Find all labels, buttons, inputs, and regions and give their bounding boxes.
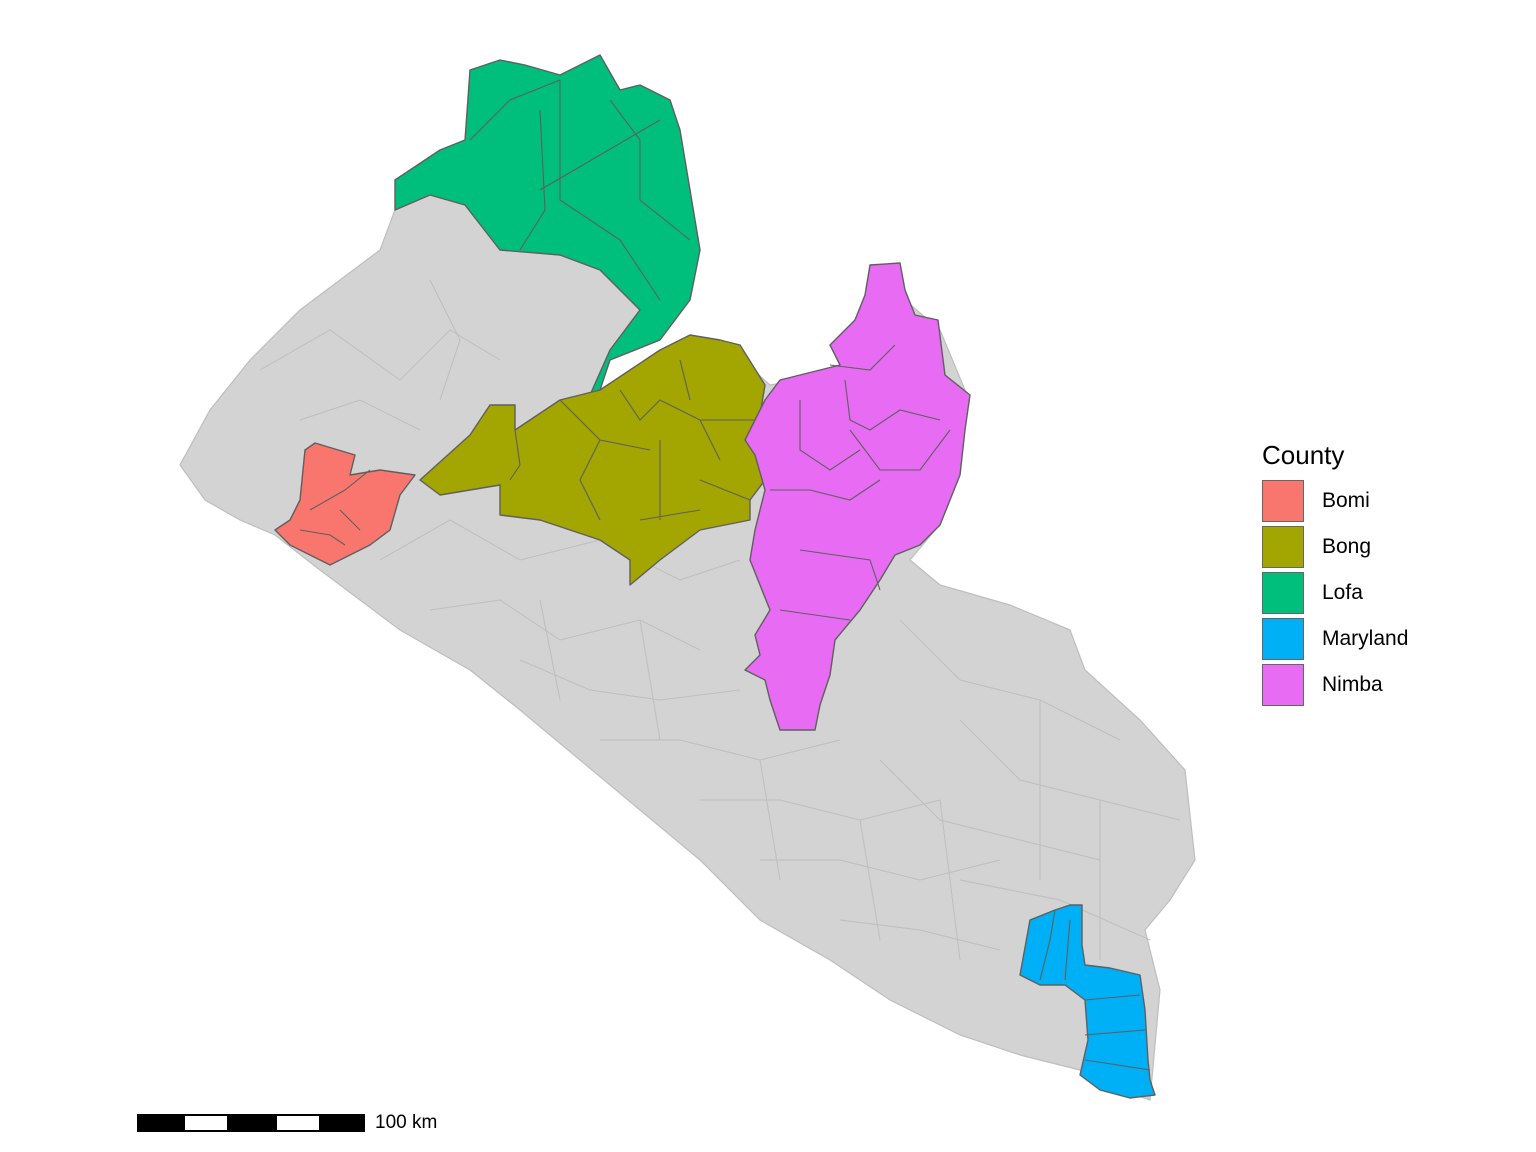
maryland-shape bbox=[1019, 904, 1156, 1099]
bomi-shape bbox=[274, 442, 416, 566]
legend: County Bomi Bong Lofa Maryland Nimba bbox=[1262, 438, 1482, 708]
scale-segment-5 bbox=[319, 1114, 365, 1132]
legend-swatch-lofa bbox=[1262, 572, 1304, 614]
legend-item-nimba: Nimba bbox=[1262, 662, 1482, 708]
legend-title: County bbox=[1262, 440, 1345, 470]
district-lines bbox=[259, 279, 1181, 961]
scale-segment-3 bbox=[229, 1114, 275, 1132]
legend-item-maryland: Maryland bbox=[1262, 616, 1482, 662]
legend-swatch-bomi bbox=[1262, 480, 1304, 522]
legend-label-nimba: Nimba bbox=[1322, 673, 1383, 696]
legend-swatch-nimba bbox=[1262, 664, 1304, 706]
legend-item-lofa: Lofa bbox=[1262, 570, 1482, 616]
scale-label: 100 km bbox=[375, 1112, 438, 1133]
lofa-shape bbox=[394, 54, 701, 396]
county-nimba bbox=[744, 262, 971, 731]
legend-swatch-bong bbox=[1262, 526, 1304, 568]
legend-swatch-maryland bbox=[1262, 618, 1304, 660]
legend-item-bong: Bong bbox=[1262, 524, 1482, 570]
legend-label-maryland: Maryland bbox=[1322, 627, 1409, 650]
legend-label-lofa: Lofa bbox=[1322, 581, 1363, 604]
scale-segment-2 bbox=[183, 1114, 229, 1132]
scale-bar: 100 km bbox=[137, 1111, 457, 1137]
county-bomi bbox=[274, 442, 416, 566]
county-maryland bbox=[1019, 904, 1156, 1099]
legend-label-bomi: Bomi bbox=[1322, 489, 1370, 512]
county-lofa bbox=[394, 54, 701, 396]
scale-segment-1 bbox=[137, 1114, 183, 1132]
scale-segment-4 bbox=[275, 1114, 321, 1132]
legend-item-bomi: Bomi bbox=[1262, 478, 1482, 524]
legend-label-bong: Bong bbox=[1322, 535, 1372, 558]
